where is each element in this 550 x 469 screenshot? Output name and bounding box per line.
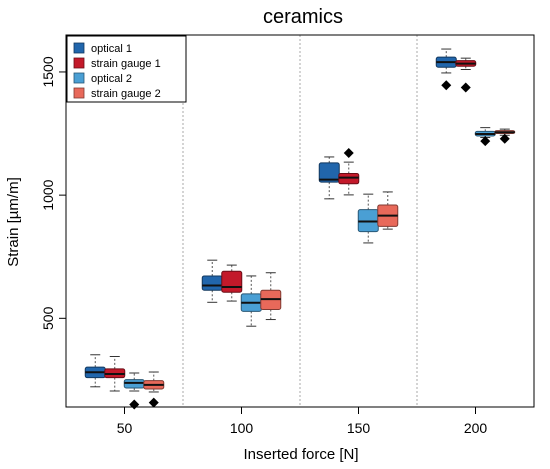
box-150-strain-gauge-1 bbox=[338, 148, 360, 196]
legend-label: optical 1 bbox=[91, 43, 132, 55]
box-50-strain-gauge-2 bbox=[143, 371, 165, 408]
x-tick-label: 150 bbox=[347, 420, 371, 436]
plot-area: 50 100 150 200 500 1000 1500 optical 1 strain ga… bbox=[40, 34, 535, 436]
box-iqr bbox=[201, 275, 223, 291]
legend-swatch bbox=[73, 42, 85, 54]
y-tick-label: 1500 bbox=[40, 56, 56, 87]
box-iqr bbox=[318, 162, 340, 183]
box-100-strain-gauge-2 bbox=[260, 272, 282, 321]
box-150-strain-gauge-2 bbox=[377, 191, 399, 230]
x-axis-label: Inserted force [N] bbox=[243, 446, 358, 463]
legend: optical 1 strain gauge 1 optical 2 strain g… bbox=[66, 35, 187, 103]
box-100-optical-2 bbox=[240, 275, 262, 327]
box-50-optical-2 bbox=[123, 372, 145, 410]
plot-frame bbox=[65, 34, 535, 408]
box-50-strain-gauge-1 bbox=[104, 355, 126, 392]
chart-title: ceramics bbox=[263, 6, 343, 28]
legend-label: strain gauge 1 bbox=[91, 58, 161, 70]
legend-frame bbox=[66, 35, 187, 103]
x-tick-label: 50 bbox=[117, 420, 133, 436]
outlier-point bbox=[499, 133, 510, 144]
box-200-strain-gauge-2 bbox=[494, 128, 516, 144]
box-200-strain-gauge-1 bbox=[455, 57, 477, 93]
outlier-point bbox=[460, 82, 471, 93]
x-tick-label: 200 bbox=[464, 420, 488, 436]
y-tick-label: 1000 bbox=[40, 179, 56, 210]
legend-label: strain gauge 2 bbox=[91, 88, 161, 100]
x-tick-label: 100 bbox=[230, 420, 254, 436]
legend-swatch bbox=[73, 57, 85, 69]
box-200-optical-2 bbox=[474, 127, 496, 147]
outlier-point bbox=[480, 136, 491, 147]
box-50-optical-1 bbox=[84, 354, 106, 388]
legend-swatch bbox=[73, 87, 85, 99]
outlier-point bbox=[148, 397, 159, 408]
box-100-optical-1 bbox=[201, 259, 223, 303]
outlier-point bbox=[129, 399, 140, 410]
outlier-point bbox=[441, 80, 452, 91]
box-200-optical-1 bbox=[435, 48, 457, 91]
y-axis-label: Strain [µm/m] bbox=[5, 177, 22, 267]
box-100-strain-gauge-1 bbox=[221, 264, 243, 302]
box-iqr bbox=[221, 270, 243, 293]
outlier-point bbox=[343, 148, 354, 159]
box-150-optical-2 bbox=[357, 193, 379, 244]
legend-label: optical 2 bbox=[91, 73, 132, 85]
box-150-optical-1 bbox=[318, 156, 340, 200]
y-tick-label: 500 bbox=[40, 306, 56, 330]
legend-swatch bbox=[73, 72, 85, 84]
